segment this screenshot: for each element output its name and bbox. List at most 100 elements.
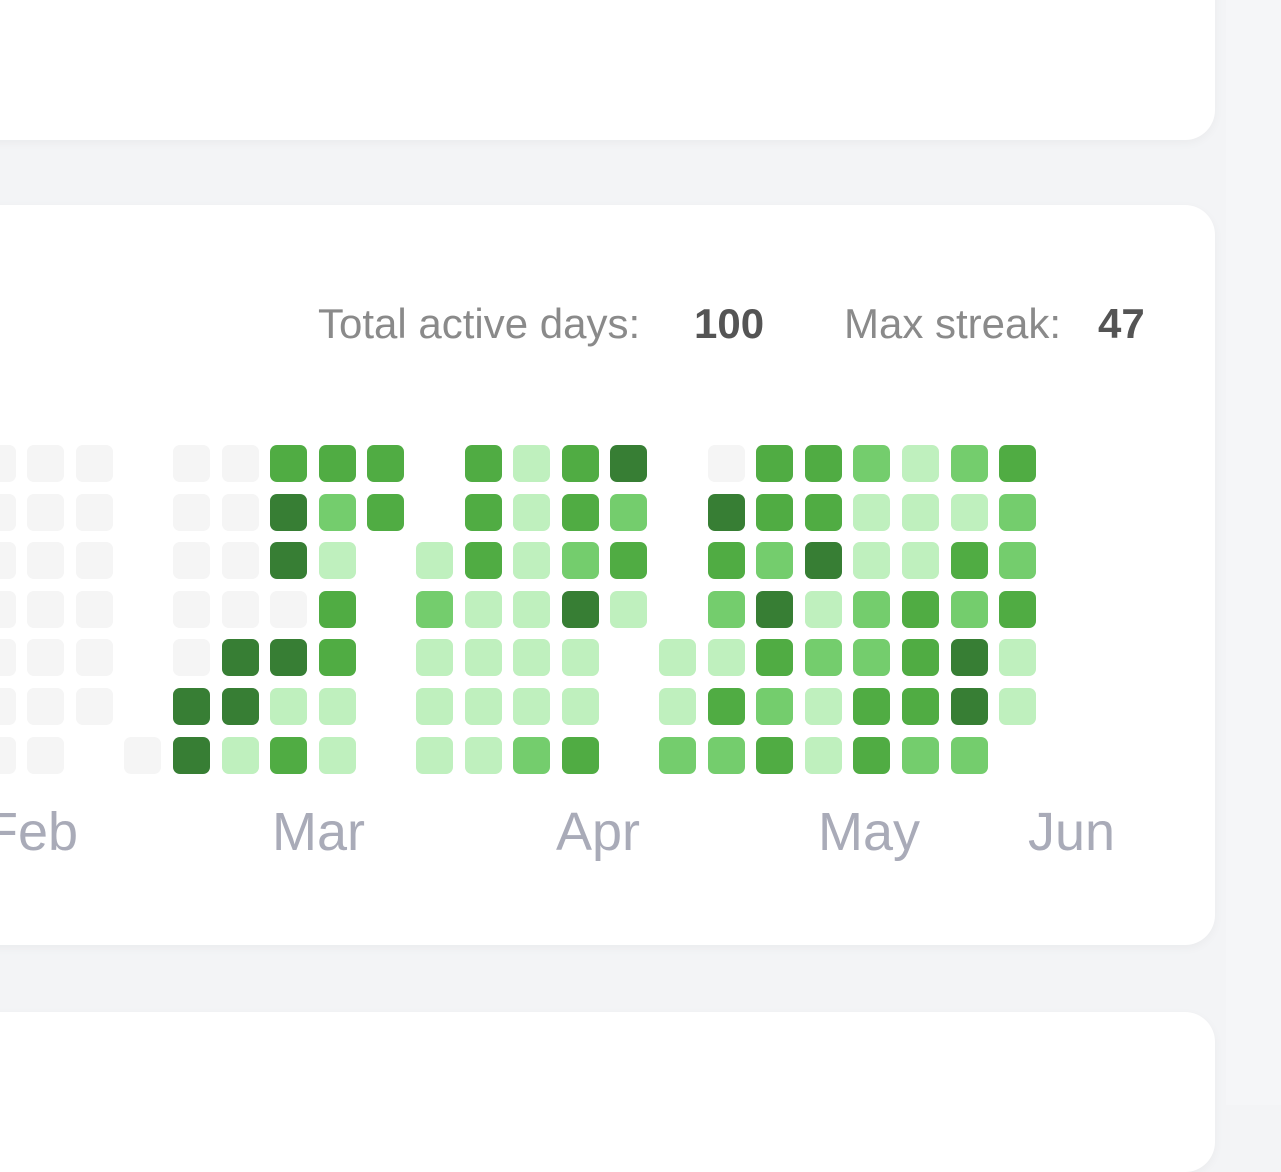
heatmap-cell[interactable] [853, 639, 890, 676]
heatmap-cell[interactable] [708, 591, 745, 628]
heatmap-cell[interactable] [805, 542, 842, 579]
heatmap-cell[interactable] [951, 688, 988, 725]
heatmap-cell[interactable] [610, 445, 647, 482]
heatmap-cell[interactable] [756, 737, 793, 774]
heatmap-cell[interactable] [853, 494, 890, 531]
heatmap-cell[interactable] [27, 591, 64, 628]
heatmap-cell[interactable] [756, 591, 793, 628]
heatmap-cell[interactable] [999, 445, 1036, 482]
heatmap-cell[interactable] [951, 494, 988, 531]
heatmap-cell[interactable] [659, 737, 696, 774]
heatmap-cell[interactable] [513, 494, 550, 531]
heatmap-cell[interactable] [465, 494, 502, 531]
heatmap-cell[interactable] [416, 688, 453, 725]
heatmap-cell[interactable] [562, 639, 599, 676]
heatmap-cell[interactable] [222, 542, 259, 579]
heatmap-cell[interactable] [27, 639, 64, 676]
heatmap-cell[interactable] [319, 737, 356, 774]
heatmap-cell[interactable] [270, 639, 307, 676]
heatmap-cell[interactable] [951, 737, 988, 774]
heatmap-cell[interactable] [562, 445, 599, 482]
heatmap-cell[interactable] [416, 737, 453, 774]
heatmap-cell[interactable] [319, 688, 356, 725]
heatmap-cell[interactable] [416, 639, 453, 676]
heatmap-cell[interactable] [173, 494, 210, 531]
heatmap-cell[interactable] [562, 688, 599, 725]
heatmap-cell[interactable] [173, 639, 210, 676]
heatmap-cell[interactable] [610, 542, 647, 579]
heatmap-cell[interactable] [270, 688, 307, 725]
heatmap-cell[interactable] [319, 494, 356, 531]
heatmap-cell[interactable] [805, 639, 842, 676]
heatmap-cell[interactable] [416, 591, 453, 628]
heatmap-cell[interactable] [805, 688, 842, 725]
heatmap-cell[interactable] [902, 591, 939, 628]
heatmap-cell[interactable] [76, 688, 113, 725]
heatmap-cell[interactable] [951, 542, 988, 579]
heatmap-cell[interactable] [708, 445, 745, 482]
heatmap-cell[interactable] [805, 591, 842, 628]
heatmap-cell[interactable] [270, 494, 307, 531]
heatmap-cell[interactable] [76, 639, 113, 676]
heatmap-cell[interactable] [708, 688, 745, 725]
heatmap-cell[interactable] [513, 688, 550, 725]
heatmap-cell[interactable] [756, 688, 793, 725]
heatmap-cell[interactable] [562, 737, 599, 774]
heatmap-cell[interactable] [173, 591, 210, 628]
heatmap-cell[interactable] [902, 542, 939, 579]
heatmap-cell[interactable] [902, 445, 939, 482]
heatmap-cell[interactable] [756, 639, 793, 676]
heatmap-cell[interactable] [610, 591, 647, 628]
heatmap-cell[interactable] [999, 591, 1036, 628]
heatmap-cell[interactable] [465, 737, 502, 774]
heatmap-cell[interactable] [0, 688, 16, 725]
heatmap-cell[interactable] [367, 494, 404, 531]
heatmap-cell[interactable] [999, 639, 1036, 676]
heatmap-cell[interactable] [902, 737, 939, 774]
heatmap-cell[interactable] [562, 542, 599, 579]
heatmap-cell[interactable] [513, 445, 550, 482]
heatmap-cell[interactable] [756, 494, 793, 531]
heatmap-cell[interactable] [853, 542, 890, 579]
heatmap-cell[interactable] [999, 494, 1036, 531]
heatmap-cell[interactable] [513, 591, 550, 628]
heatmap-cell[interactable] [0, 542, 16, 579]
heatmap-cell[interactable] [465, 542, 502, 579]
heatmap-cell[interactable] [805, 445, 842, 482]
heatmap-cell[interactable] [562, 591, 599, 628]
heatmap-cell[interactable] [173, 688, 210, 725]
heatmap-cell[interactable] [27, 542, 64, 579]
heatmap-cell[interactable] [465, 445, 502, 482]
heatmap-cell[interactable] [465, 688, 502, 725]
heatmap-cell[interactable] [951, 591, 988, 628]
heatmap-cell[interactable] [27, 445, 64, 482]
heatmap-cell[interactable] [902, 639, 939, 676]
heatmap-cell[interactable] [999, 688, 1036, 725]
heatmap-cell[interactable] [27, 494, 64, 531]
heatmap-cell[interactable] [27, 737, 64, 774]
heatmap-cell[interactable] [319, 542, 356, 579]
heatmap-cell[interactable] [416, 542, 453, 579]
heatmap-cell[interactable] [173, 737, 210, 774]
heatmap-cell[interactable] [222, 639, 259, 676]
heatmap-cell[interactable] [270, 542, 307, 579]
heatmap-cell[interactable] [756, 542, 793, 579]
heatmap-cell[interactable] [902, 494, 939, 531]
heatmap-cell[interactable] [173, 542, 210, 579]
heatmap-cell[interactable] [513, 542, 550, 579]
heatmap-cell[interactable] [513, 737, 550, 774]
heatmap-cell[interactable] [902, 688, 939, 725]
heatmap-cell[interactable] [270, 737, 307, 774]
heatmap-cell[interactable] [367, 445, 404, 482]
heatmap-cell[interactable] [319, 639, 356, 676]
heatmap-cell[interactable] [853, 445, 890, 482]
heatmap-cell[interactable] [562, 494, 599, 531]
heatmap-cell[interactable] [708, 737, 745, 774]
heatmap-cell[interactable] [0, 639, 16, 676]
heatmap-cell[interactable] [999, 542, 1036, 579]
heatmap-cell[interactable] [0, 445, 16, 482]
heatmap-cell[interactable] [222, 591, 259, 628]
heatmap-cell[interactable] [27, 688, 64, 725]
heatmap-cell[interactable] [222, 688, 259, 725]
heatmap-cell[interactable] [756, 445, 793, 482]
